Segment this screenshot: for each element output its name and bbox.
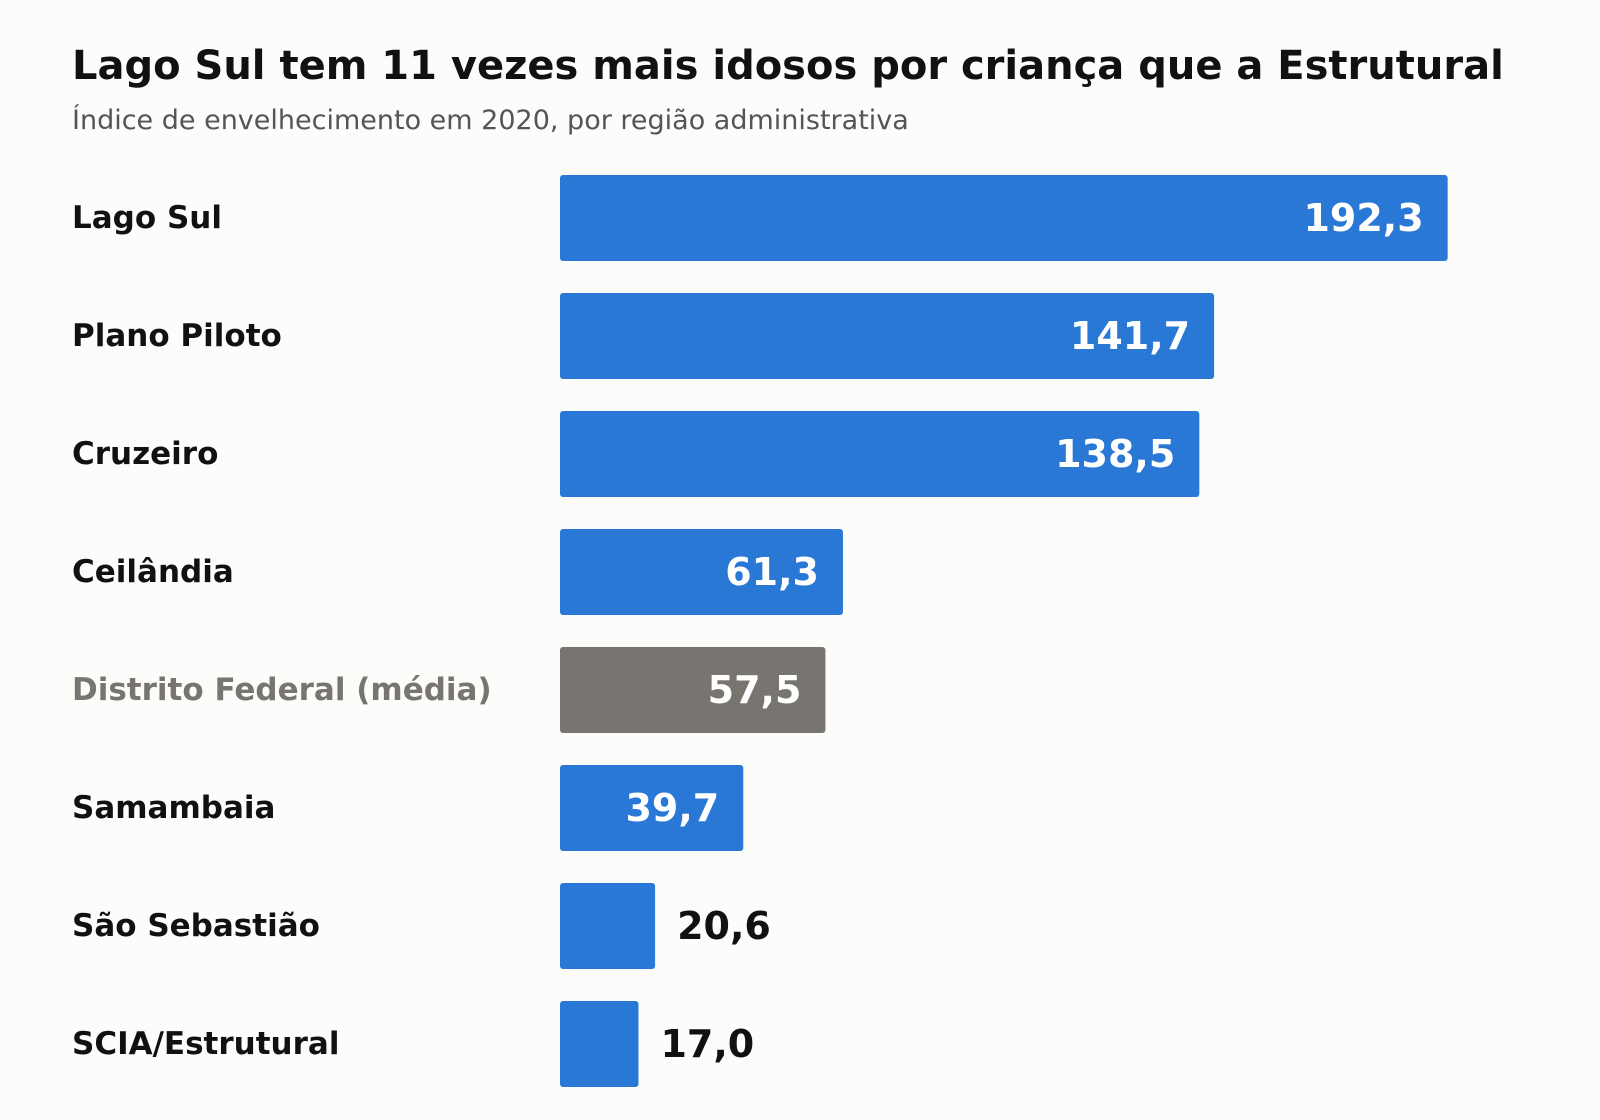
category-label: Plano Piloto: [72, 318, 282, 354]
category-label: Lago Sul: [72, 200, 222, 236]
chart-title: Lago Sul tem 11 vezes mais idosos por cr…: [72, 43, 1504, 89]
value-label: 192,3: [1303, 196, 1423, 240]
chart-subtitle: Índice de envelhecimento em 2020, por re…: [72, 105, 909, 136]
value-label: 141,7: [1070, 314, 1190, 358]
value-label: 61,3: [725, 550, 819, 594]
bar: [560, 765, 744, 851]
value-label: 20,6: [677, 904, 771, 948]
value-label: 138,5: [1055, 432, 1175, 476]
category-label: Ceilândia: [72, 554, 234, 590]
bar: [560, 411, 1200, 497]
bar: [560, 883, 656, 969]
bar: [560, 293, 1215, 379]
category-label: São Sebastião: [72, 908, 320, 944]
category-label: Distrito Federal (média): [72, 672, 492, 708]
bar-average: [560, 647, 826, 733]
bar: [560, 1001, 639, 1087]
category-label: Samambaia: [72, 790, 275, 826]
value-label: 17,0: [660, 1022, 754, 1066]
bar: [560, 175, 1448, 261]
category-label: Cruzeiro: [72, 436, 218, 472]
category-label: SCIA/Estrutural: [72, 1026, 339, 1062]
value-label: 57,5: [708, 668, 802, 712]
bar: [560, 529, 843, 615]
value-label: 39,7: [625, 786, 719, 830]
